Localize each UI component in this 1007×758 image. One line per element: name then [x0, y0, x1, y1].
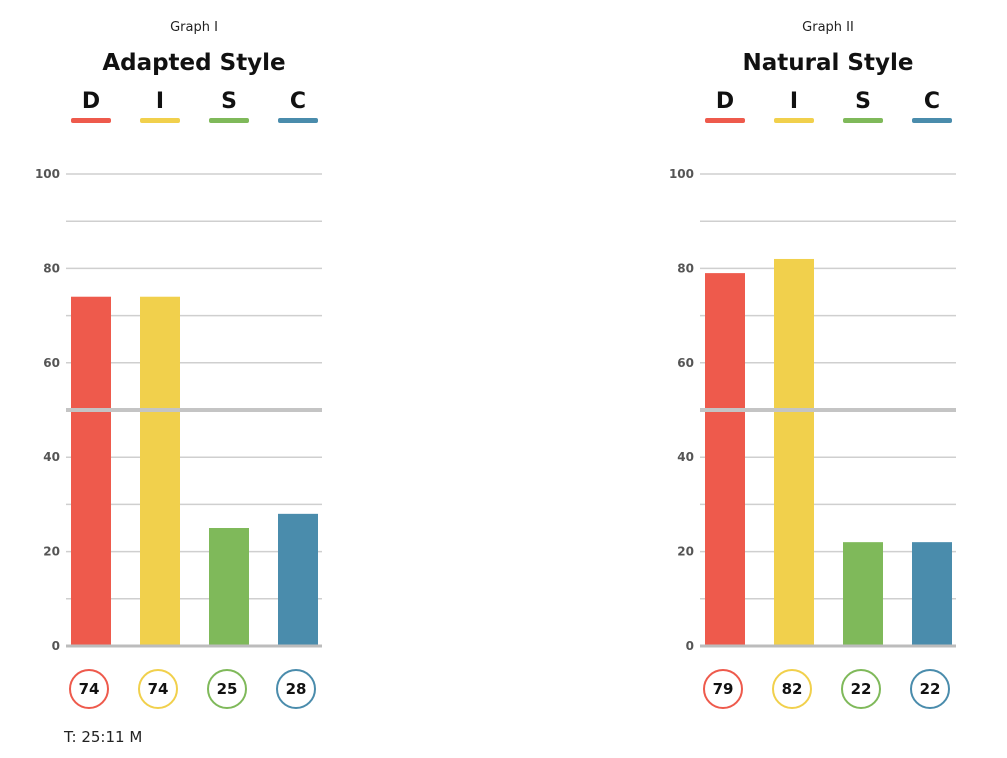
bar-s	[843, 542, 883, 646]
legend-item-c: C	[278, 88, 318, 123]
score-badge-c: 22	[910, 669, 950, 709]
graph-natural: Graph II Natural Style D I S C 0 20 40 60 80…	[669, 0, 968, 758]
legend-item-s: S	[209, 88, 249, 123]
score-badge-s: 25	[207, 669, 247, 709]
y-tick-label: 40	[677, 450, 694, 464]
legend-label: I	[789, 89, 799, 114]
legend-swatch	[278, 118, 318, 123]
legend-label: S	[221, 89, 237, 114]
legend-label: C	[923, 89, 941, 114]
score-badge-d: 79	[703, 669, 743, 709]
legend: D I S C	[688, 88, 968, 128]
chart-title: Adapted Style	[102, 50, 286, 76]
bar-plot: 0 20 40 60 80 100	[35, 167, 322, 653]
legend-swatch	[71, 118, 111, 123]
legend-item-c: C	[912, 88, 952, 123]
legend-item-d: D	[705, 88, 745, 123]
y-tick-label: 100	[669, 167, 694, 181]
y-tick-label: 80	[677, 261, 694, 275]
bar-s	[209, 528, 249, 646]
score-badge-i: 74	[138, 669, 178, 709]
legend-label: D	[81, 89, 101, 114]
score-badge-c: 28	[276, 669, 316, 709]
legend-label: D	[715, 89, 735, 114]
chart-subtitle: Graph II	[802, 20, 854, 35]
y-tick-label: 80	[43, 261, 60, 275]
legend-item-d: D	[71, 88, 111, 123]
y-tick-label: 20	[43, 545, 60, 559]
y-tick-label: 20	[677, 545, 694, 559]
legend-item-i: I	[140, 88, 180, 123]
bar-d	[71, 296, 111, 646]
footnote: T: 25:11 M	[64, 728, 143, 746]
graph-adapted: Graph I Adapted Style D I S C 0 20 40 60 80 1…	[35, 0, 334, 758]
score-badge-i: 82	[772, 669, 812, 709]
y-tick-label: 0	[686, 639, 694, 653]
y-tick-label: 0	[52, 639, 60, 653]
bar-c	[278, 513, 318, 646]
legend: D I S C	[54, 88, 334, 128]
legend-item-i: I	[774, 88, 814, 123]
bar-i	[140, 296, 180, 646]
legend-swatch	[774, 118, 814, 123]
legend-label: S	[855, 89, 871, 114]
bar-c	[912, 542, 952, 646]
y-tick-label: 40	[43, 450, 60, 464]
y-tick-label: 60	[43, 356, 60, 370]
bar-d	[705, 273, 745, 646]
legend-swatch	[209, 118, 249, 123]
y-tick-label: 100	[35, 167, 60, 181]
score-badge-s: 22	[841, 669, 881, 709]
bar-plot: 0 20 40 60 80 100	[669, 167, 956, 653]
legend-swatch	[912, 118, 952, 123]
y-tick-label: 60	[677, 356, 694, 370]
legend-swatch	[843, 118, 883, 123]
score-badge-d: 74	[69, 669, 109, 709]
legend-label: I	[155, 89, 165, 114]
legend-item-s: S	[843, 88, 883, 123]
legend-swatch	[705, 118, 745, 123]
legend-label: C	[289, 89, 307, 114]
bar-i	[774, 258, 814, 646]
chart-subtitle: Graph I	[170, 20, 218, 35]
legend-swatch	[140, 118, 180, 123]
chart-title: Natural Style	[742, 50, 914, 76]
